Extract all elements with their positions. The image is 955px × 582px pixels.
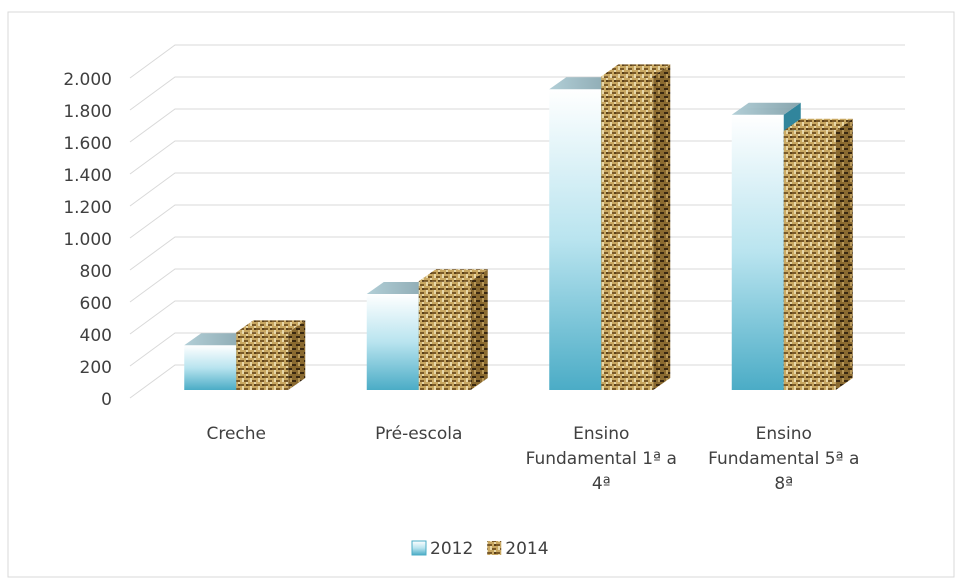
x-tick-label: Ensino Fundamental 5ª a 8ª xyxy=(708,424,859,494)
bar-side xyxy=(835,118,853,391)
legend-label: 2014 xyxy=(505,539,548,559)
bar-top xyxy=(783,118,853,131)
y-tick-label: 1.000 xyxy=(63,230,112,250)
bar-front xyxy=(601,76,654,391)
y-tick-label: 400 xyxy=(80,326,112,346)
bar-top xyxy=(184,333,254,346)
legend-label: 2012 xyxy=(430,539,473,559)
bar-front xyxy=(418,281,471,390)
bar-front xyxy=(236,332,289,390)
y-tick-label: 1.800 xyxy=(63,102,112,122)
bar-side xyxy=(470,269,488,390)
bar-side xyxy=(653,64,671,391)
frame xyxy=(7,11,955,578)
bar-top xyxy=(731,102,801,115)
bar-top xyxy=(418,269,488,282)
y-tick-label: 600 xyxy=(80,294,112,314)
bar-front xyxy=(783,130,836,391)
bar xyxy=(418,269,488,390)
bar-front xyxy=(184,345,237,390)
bar xyxy=(783,118,853,391)
y-tick-label: 200 xyxy=(80,358,112,378)
legend-swatch xyxy=(487,541,502,555)
y-tick-label: 2.000 xyxy=(63,70,112,90)
grid-line xyxy=(129,44,905,79)
bar-front xyxy=(366,294,419,390)
bar-top xyxy=(601,64,671,77)
y-tick-label: 1.400 xyxy=(63,166,112,186)
bar-top xyxy=(236,320,306,333)
bar-front xyxy=(549,89,602,390)
bar xyxy=(601,64,671,391)
bar-front xyxy=(731,114,784,391)
x-tick-label: Pré-escola xyxy=(375,424,462,444)
bar-top xyxy=(366,282,436,294)
legend-swatch xyxy=(411,540,427,556)
y-tick-label: 1.600 xyxy=(63,134,112,154)
y-tick-label: 1.200 xyxy=(63,198,112,218)
y-tick-label: 800 xyxy=(80,262,112,282)
x-tick-label: Ensino Fundamental 1ª a 4ª xyxy=(526,424,677,494)
x-tick-label: Creche xyxy=(206,424,266,444)
y-tick-label: 0 xyxy=(101,390,112,410)
bar-side xyxy=(288,320,306,390)
bar xyxy=(236,320,306,390)
bar-top xyxy=(549,77,619,90)
